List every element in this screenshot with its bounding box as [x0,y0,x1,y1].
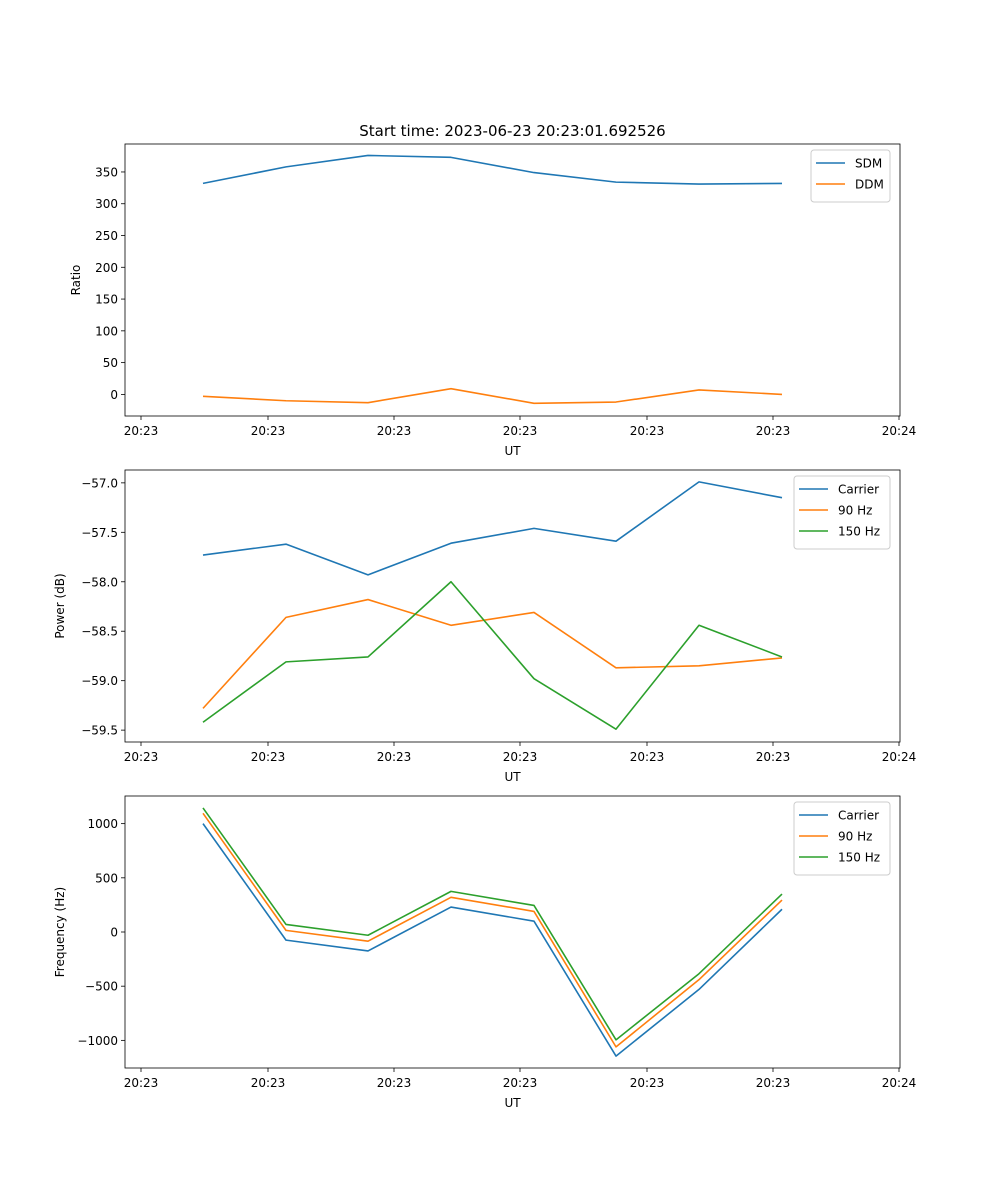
x-tick-label: 20:24 [882,750,917,764]
legend: SDM DDM [810,149,891,203]
x-tick-label: 20:23 [756,750,791,764]
x-tick-label: 20:23 [377,424,412,438]
x-tick-label: 20:23 [124,424,159,438]
y-tick-label: 0 [110,926,118,940]
y-tick-label: −59.0 [81,674,118,688]
y-tick-label: 0 [110,388,118,402]
y-tick-label: 150 [95,293,118,307]
y-tick-label: 350 [95,165,118,179]
series-line-90-hz [202,598,783,709]
axes-frame [124,143,901,417]
x-axis-label: UT [504,444,521,458]
y-tick-label: −58.0 [81,575,118,589]
y-tick-label: 300 [95,197,118,211]
series-line-ddm [202,387,783,405]
x-tick-label: 20:23 [251,1076,286,1090]
legend: Carrier 90 Hz 150 Hz [793,801,891,876]
series-line-90-hz [202,812,783,1048]
x-tick-label: 20:24 [882,1076,917,1090]
y-tick-label: 200 [95,261,118,275]
y-tick-label: −58.5 [81,625,118,639]
x-tick-label: 20:23 [503,1076,538,1090]
legend-entry: SDM [855,157,882,171]
legend: Carrier 90 Hz 150 Hz [793,475,891,550]
y-tick-label: 50 [103,356,118,370]
x-tick-label: 20:23 [630,424,665,438]
y-tick-label: 100 [95,324,118,338]
legend-entry: 150 Hz [838,525,880,539]
x-tick-label: 20:23 [377,750,412,764]
figure-title: Start time: 2023-06-23 20:23:01.692526 [359,122,665,140]
y-tick-label: 1000 [87,817,118,831]
series-line-150-hz [202,807,783,1041]
x-tick-label: 20:23 [503,750,538,764]
y-axis-label: Power (dB) [53,573,67,638]
y-tick-label: −57.5 [81,526,118,540]
axes-frame [124,469,901,743]
x-tick-label: 20:23 [251,750,286,764]
series-line-carrier [202,481,783,576]
x-tick-label: 20:23 [124,750,159,764]
x-tick-label: 20:23 [124,1076,159,1090]
x-tick-label: 20:23 [756,424,791,438]
series-line-sdm [202,154,783,185]
x-axis-label: UT [504,770,521,784]
x-tick-label: 20:23 [503,424,538,438]
chart-panel-2: 20:23 20:23 20:23 20:23 20:23 20:23 20:24 −59.5… [53,469,917,784]
legend-entry: Carrier [838,809,879,823]
y-tick-label: −500 [85,980,118,994]
x-tick-label: 20:23 [377,1076,412,1090]
x-tick-label: 20:23 [756,1076,791,1090]
axes-frame [124,795,901,1069]
x-tick-label: 20:23 [630,750,665,764]
chart-panel-1: 20:23 20:23 20:23 20:23 20:23 20:23 20:24 0 50 10… [69,143,917,458]
y-tick-label: −57.0 [81,476,118,490]
x-tick-label: 20:24 [882,424,917,438]
y-tick-label: −1000 [77,1034,118,1048]
y-axis-label: Ratio [69,265,83,296]
y-tick-label: 250 [95,229,118,243]
x-tick-label: 20:23 [251,424,286,438]
legend-entry: 90 Hz [838,504,872,518]
legend-entry: 150 Hz [838,851,880,865]
legend-entry: 90 Hz [838,830,872,844]
x-axis-label: UT [504,1096,521,1110]
legend-entry: DDM [855,178,884,192]
series-line-carrier [202,823,783,1057]
y-tick-label: −59.5 [81,724,118,738]
y-axis-label: Frequency (Hz) [53,887,67,978]
legend-entry: Carrier [838,483,879,497]
chart-panel-3: 20:23 20:23 20:23 20:23 20:23 20:23 20:24 −1000… [53,795,917,1110]
y-tick-label: 500 [95,871,118,885]
series-line-150-hz [202,580,783,730]
x-tick-label: 20:23 [630,1076,665,1090]
